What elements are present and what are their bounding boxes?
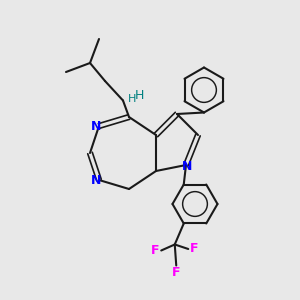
Text: N: N xyxy=(182,160,193,173)
Text: F: F xyxy=(151,244,160,257)
Text: H: H xyxy=(135,89,144,103)
Text: N: N xyxy=(91,173,101,187)
Text: H: H xyxy=(128,94,136,104)
Text: N: N xyxy=(91,119,101,133)
Text: F: F xyxy=(190,242,199,256)
Text: F: F xyxy=(172,266,181,280)
